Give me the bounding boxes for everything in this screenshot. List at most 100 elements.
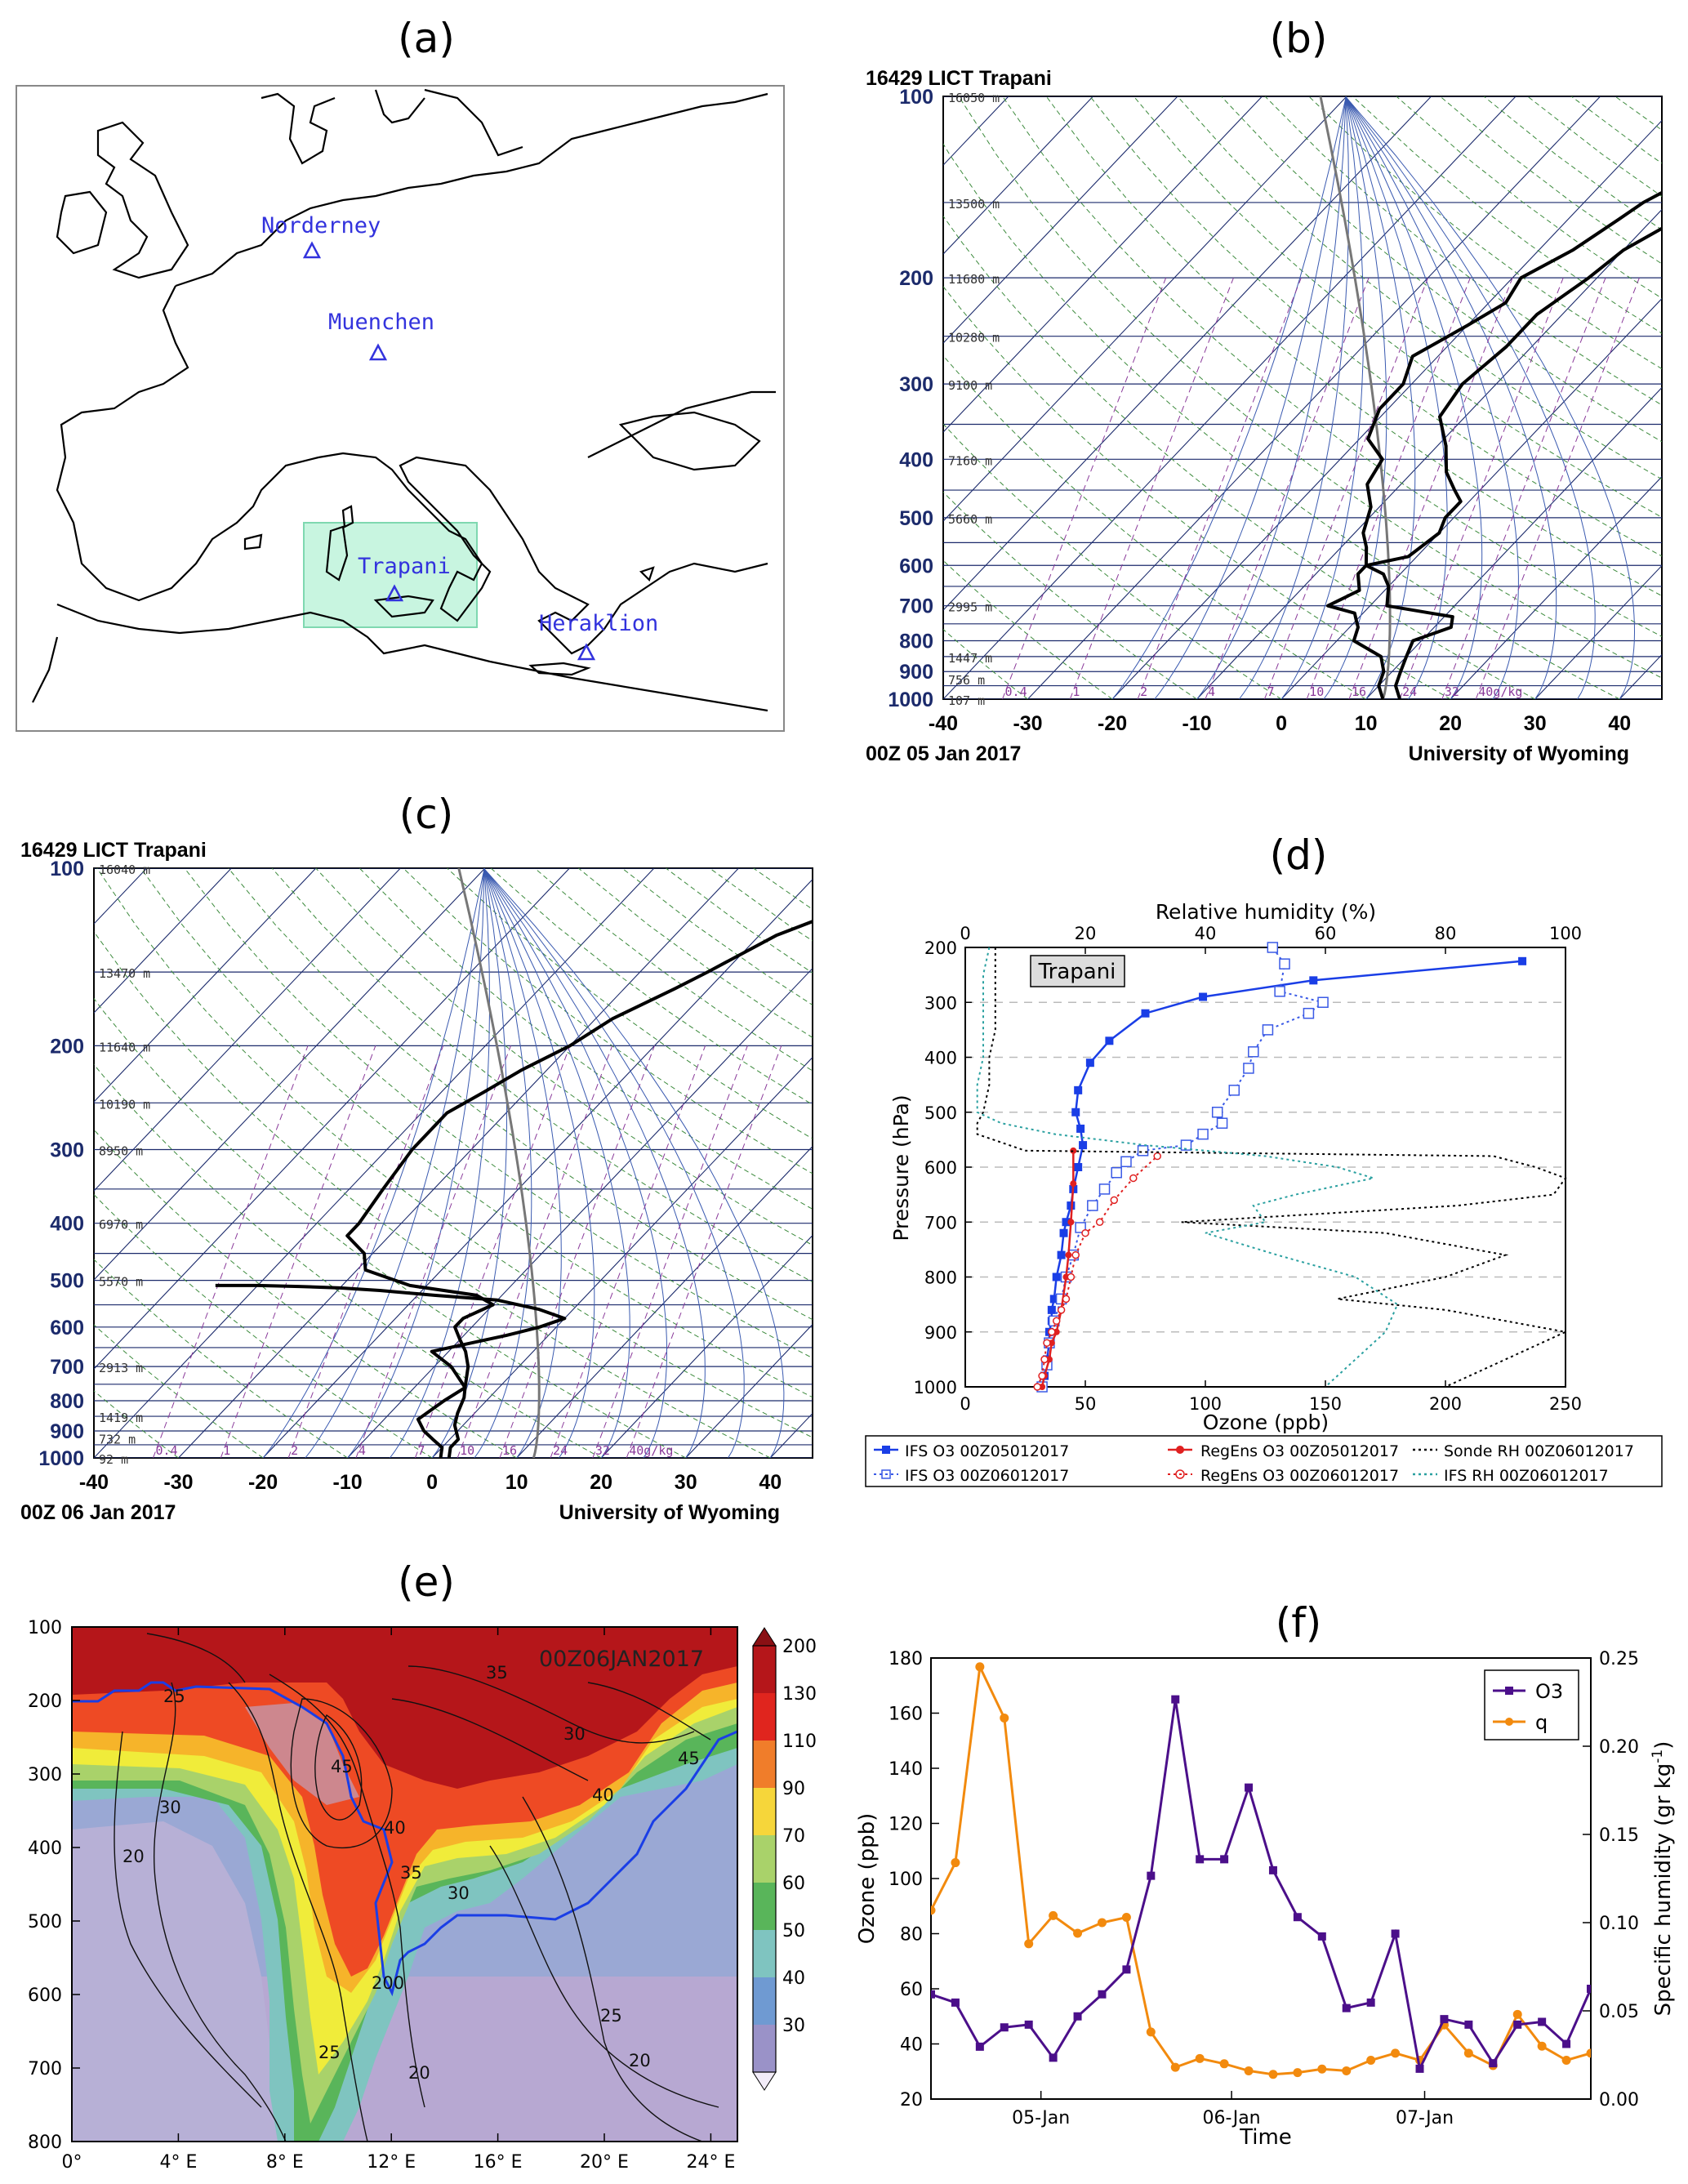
data-point <box>1070 1180 1077 1188</box>
y-tick-label: 600 <box>28 1986 62 2006</box>
dry-adiabat <box>94 1193 433 1458</box>
o3-point <box>1122 1965 1131 1974</box>
mixing-ratio-line <box>355 1045 511 1458</box>
sounding-time: 00Z 05 Jan 2017 <box>866 742 1021 765</box>
station-triangle-icon <box>368 343 388 361</box>
mixing-ratio-label: 10 <box>460 1443 474 1458</box>
height-label: 6970 m <box>99 1218 143 1232</box>
colorbar-segment <box>753 1930 776 1977</box>
mixing-ratio-label: 4 <box>359 1443 366 1458</box>
isotherm <box>94 868 232 1014</box>
mixing-ratio-label: 32 <box>595 1443 610 1458</box>
colorbar-segment <box>753 1883 776 1930</box>
data-point <box>1067 1219 1075 1226</box>
dry-adiabat <box>1264 96 1662 406</box>
left-tick-label: 160 <box>889 1705 923 1725</box>
o3-point <box>1538 2017 1547 2026</box>
panel-d-label: (d) <box>1269 831 1328 879</box>
data-point <box>1303 1007 1315 1019</box>
svg-text:35: 35 <box>400 1863 422 1883</box>
data-point <box>1105 1036 1114 1045</box>
data-point <box>1081 1228 1089 1237</box>
dry-adiabat <box>94 1390 179 1458</box>
pressure-tick-label: 800 <box>50 1390 84 1413</box>
dry-adiabat <box>94 997 686 1458</box>
data-point <box>1211 1107 1223 1118</box>
dry-adiabat <box>94 930 771 1458</box>
o3-point <box>1317 1932 1326 1941</box>
svg-text:40: 40 <box>384 1818 406 1838</box>
temperature-tick-label: -40 <box>929 712 958 735</box>
legend-item: IFS RH 00Z06012017 <box>1413 1467 1609 1485</box>
data-point <box>1317 996 1329 1008</box>
y-tick-label: 1000 <box>914 1378 957 1397</box>
colorbar-segment <box>753 1646 776 1693</box>
temperature-tick-label: 40 <box>1608 712 1631 735</box>
series-o3 <box>931 1695 1591 2073</box>
q-point <box>1024 1939 1034 1949</box>
y-axis-label: Pressure (hPa) <box>889 1094 913 1241</box>
o3-point <box>1587 1985 1591 1993</box>
o3-point <box>931 1990 935 1999</box>
skewt-background <box>94 868 813 1458</box>
q-point <box>1512 2009 1522 2019</box>
parcel-path <box>457 868 541 1458</box>
q-point <box>1561 2055 1571 2065</box>
ozone-field <box>72 1627 737 2142</box>
colorbar-tick-label: 90 <box>782 1779 805 1799</box>
q-point <box>1366 2055 1376 2065</box>
isotherm <box>943 96 1347 522</box>
o3-point <box>1196 1855 1205 1864</box>
dry-adiabat <box>1133 96 1662 518</box>
o3-point <box>1147 1871 1156 1880</box>
data-point <box>1518 956 1527 965</box>
left-axis-label: Ozone (ppb) <box>855 1813 880 1945</box>
data-point <box>1062 1295 1071 1304</box>
o3-point <box>1415 2064 1424 2073</box>
q-point <box>975 1662 985 1672</box>
height-label: 13500 m <box>948 197 1000 212</box>
panel-e-label: (e) <box>398 1558 455 1606</box>
isotherm <box>1027 96 1601 699</box>
q-point <box>1317 2064 1327 2074</box>
svg-text:30: 30 <box>159 1798 181 1817</box>
panel-f-label: (f) <box>1275 1599 1322 1647</box>
data-point <box>1065 1251 1072 1259</box>
data-point <box>1153 1152 1161 1161</box>
legend: O3 q <box>1484 1669 1579 1741</box>
station-label: Trapani <box>358 554 451 579</box>
series-line <box>976 947 1569 1388</box>
colorbar-segment <box>753 2025 776 2072</box>
isotherm <box>431 1056 813 1458</box>
mixing-ratio-label: 7 <box>417 1443 425 1458</box>
data-point <box>1279 958 1290 969</box>
o3-point <box>1049 2053 1058 2062</box>
colorbar-tick-label: 30 <box>782 2016 805 2036</box>
height-label: 10190 m <box>99 1097 150 1112</box>
legend-item-q: q <box>1493 1711 1548 1734</box>
isotherm <box>1365 386 1662 699</box>
temperature-tick-label: -30 <box>163 1471 193 1494</box>
pressure-tick-label: 700 <box>899 595 933 618</box>
q-point <box>1244 2066 1254 2075</box>
pressure-tick-label: 300 <box>50 1139 84 1161</box>
top-tick-label: 20 <box>1075 924 1097 943</box>
isotherm <box>943 96 1517 699</box>
q-point <box>1391 2048 1401 2058</box>
data-point <box>1199 992 1208 1001</box>
pressure-tick-label: 1000 <box>38 1447 84 1470</box>
o3-point <box>1268 1865 1277 1874</box>
skewt-background <box>943 96 1662 699</box>
data-point <box>1197 1128 1209 1140</box>
mixing-ratio-line <box>499 1045 655 1458</box>
mixing-ratio-line <box>1263 277 1429 699</box>
series-line <box>1041 947 1325 1388</box>
y-tick-label: 700 <box>924 1213 957 1232</box>
mixing-ratio-line <box>153 1045 309 1458</box>
temperature-tick-label: -20 <box>1098 712 1127 735</box>
height-label: 8950 m <box>99 1143 143 1158</box>
x-tick-label: 0 <box>960 1394 970 1414</box>
dry-adiabat <box>943 491 1197 699</box>
data-point <box>1059 1228 1068 1237</box>
data-point <box>1180 1139 1192 1151</box>
